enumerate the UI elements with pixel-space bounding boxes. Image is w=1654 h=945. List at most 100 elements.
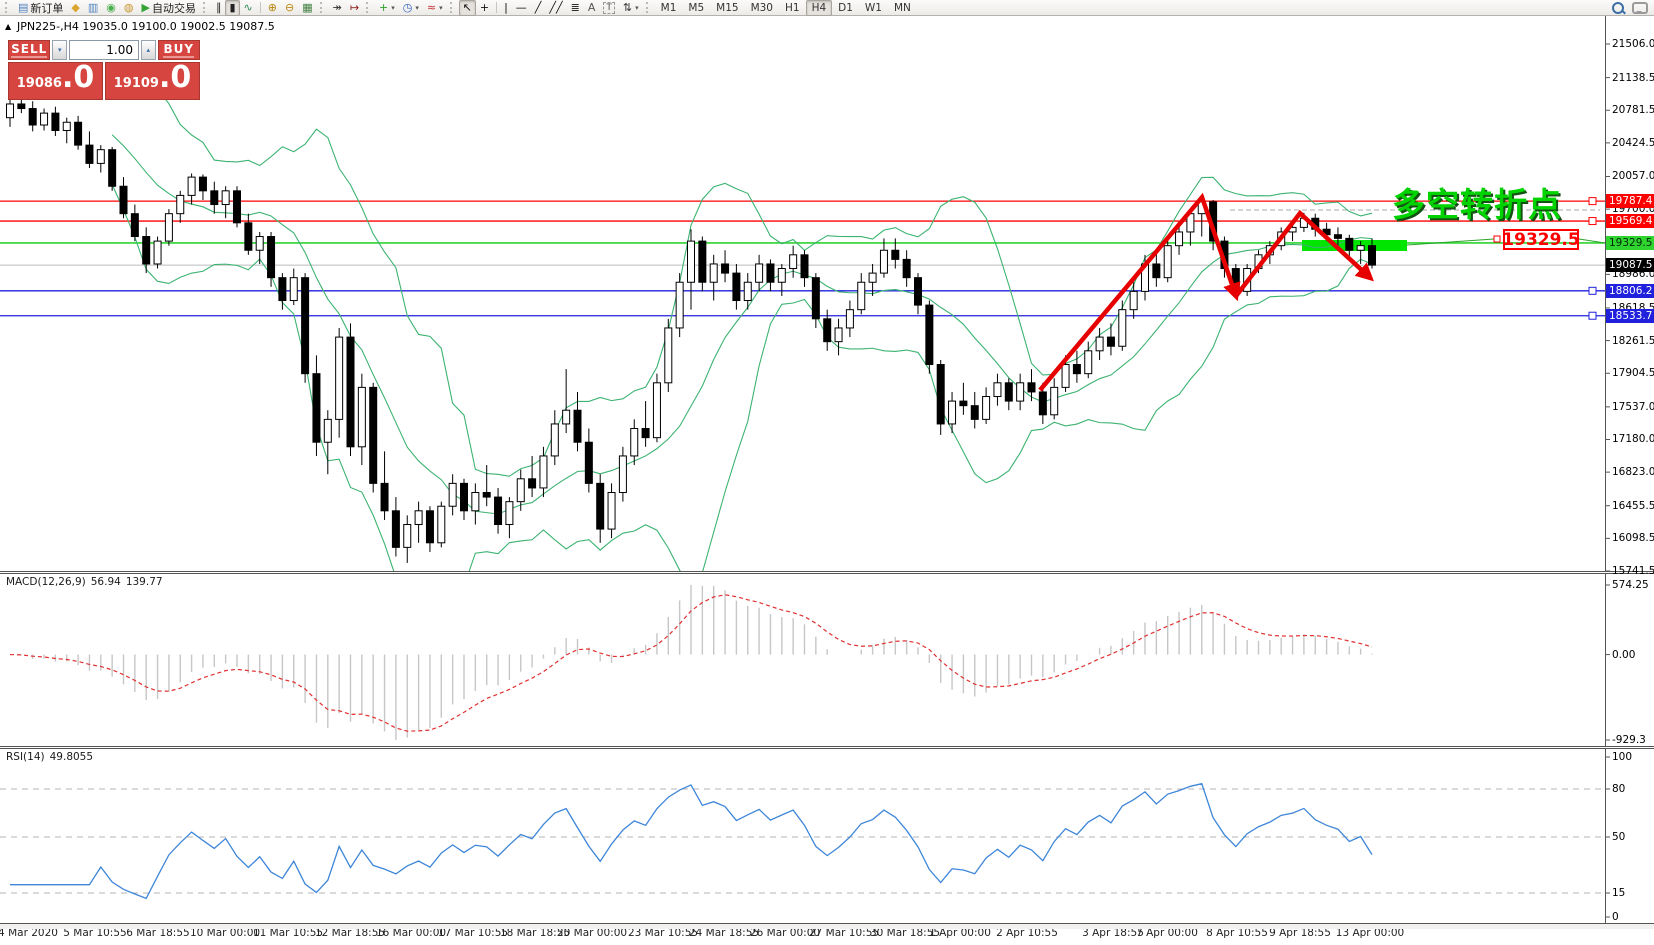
vertical-line-icon[interactable]: | (500, 0, 512, 16)
history-center-icon[interactable]: ◍ (120, 0, 138, 16)
timeframe-m30[interactable]: M30 (750, 1, 773, 14)
horizontal-line-icon[interactable]: — (512, 0, 531, 16)
volume-decrease-button[interactable]: ▾ (52, 40, 67, 60)
chart-canvas[interactable] (0, 16, 1654, 945)
line-chart-icon: ∿ (243, 1, 253, 14)
bar-chart-icon[interactable]: ∥ (212, 0, 226, 16)
trendline-icon: ╱ (534, 1, 542, 14)
toolbar-grip (202, 2, 209, 13)
equidistant-channel-icon[interactable]: ╱╱ (545, 0, 566, 16)
periods-icon[interactable]: ◷ ▾ (399, 0, 423, 16)
rsi-tick: 15 (1612, 887, 1626, 899)
volume-input[interactable] (69, 40, 139, 60)
timeframe-m1[interactable]: M1 (660, 1, 677, 14)
dropdown-arrow-icon: ▾ (415, 3, 419, 12)
dropdown-arrow-icon: ▾ (439, 3, 443, 12)
price-callout-box[interactable]: 19329.5 (1502, 229, 1580, 250)
sell-price[interactable]: 19086.0 (8, 62, 103, 100)
timeframe-mn[interactable]: MN (893, 1, 911, 14)
search-icon[interactable] (1608, 0, 1628, 16)
text-label-icon: T (603, 1, 615, 14)
pane-divider[interactable] (0, 746, 1654, 749)
time-tick: 12 Mar 18:55 (314, 927, 386, 939)
toolbar-grip (319, 2, 326, 13)
timeframe-h4[interactable]: H4 (805, 0, 833, 16)
price-tick: 21506.0 (1612, 38, 1654, 50)
price-tick: 20424.5 (1612, 136, 1654, 149)
price-tick: 20781.5 (1612, 104, 1654, 117)
time-tick: 26 Mar 00:00 (749, 927, 821, 939)
auto-scroll-icon[interactable]: ↠ (329, 0, 346, 16)
navigator-icon: ◉ (106, 1, 116, 14)
text-label-icon[interactable]: T (599, 0, 619, 16)
buy-price[interactable]: 19109.0 (105, 62, 200, 100)
new-chart-icon: + (379, 1, 389, 14)
price-tick: 17904.5 (1612, 367, 1654, 380)
arrows-icon[interactable]: ⇅ ▾ (619, 0, 643, 16)
price-tick: 21138.5 (1612, 71, 1654, 84)
timeframe-d1[interactable]: D1 (838, 1, 853, 14)
chart-shift-icon: ↦ (349, 1, 360, 14)
cursor-icon[interactable]: ↖ (458, 0, 476, 16)
candlestick-chart-icon[interactable]: ▮ (225, 0, 240, 16)
time-tick: 18 Mar 18:55 (499, 927, 571, 939)
rsi-tick: 0 (1612, 911, 1619, 923)
price-level-label: 19569.4 (1606, 214, 1654, 229)
timeframe-m15[interactable]: M15 (716, 1, 739, 14)
market-watch-icon[interactable]: ◆ (67, 0, 83, 16)
text-icon[interactable]: A (584, 0, 600, 16)
data-window-icon: ▥ (87, 1, 99, 14)
zoom-in-icon[interactable]: ⊕ (264, 0, 281, 16)
pane-divider[interactable] (0, 571, 1654, 574)
rsi-indicator-label: RSI(14) 49.8055 (6, 751, 94, 763)
volume-increase-button[interactable]: ▴ (141, 40, 156, 60)
timeframe-h1[interactable]: H1 (784, 1, 800, 14)
sell-button[interactable]: SELL (8, 40, 51, 60)
new-order-button[interactable]: ▤ 新订单 (18, 1, 64, 15)
macd-tick: 574.25 (1612, 579, 1649, 591)
trendline-icon[interactable]: ╱ (531, 0, 546, 16)
indicators-icon[interactable]: ≈ ▾ (423, 0, 447, 16)
navigator-icon[interactable]: ◉ (102, 0, 120, 16)
crosshair-icon[interactable]: + (476, 0, 493, 16)
cursor-icon: ↖ (462, 1, 472, 14)
time-tick: 30 Mar 18:55 (869, 927, 941, 939)
price-tick: 18261.5 (1612, 334, 1654, 347)
chart-window[interactable]: ▲ JPN225-,H4 19035.0 19100.0 19002.5 190… (0, 16, 1654, 945)
time-tick: 16 Mar 00:00 (375, 927, 447, 939)
market-watch-icon: ◆ (71, 1, 80, 14)
buy-button[interactable]: BUY (157, 40, 200, 60)
crosshair-icon: + (479, 1, 490, 14)
price-tick: 17180.0 (1612, 433, 1654, 446)
text-icon: A (587, 1, 596, 14)
time-tick: 8 Apr 10:55 (1206, 927, 1268, 939)
autotrading-button[interactable]: ▶ 自动交易 (141, 1, 196, 15)
chart-shift-icon[interactable]: ↦ (346, 0, 363, 16)
time-tick: 7 Apr 00:00 (1136, 927, 1198, 939)
fibonacci-icon[interactable]: ≣ (567, 0, 584, 16)
timeframe-m5[interactable]: M5 (688, 1, 705, 14)
collapse-icon[interactable]: ▲ (5, 22, 12, 31)
turning-point-annotation[interactable]: 多空转折点 (1392, 185, 1562, 224)
zoom-out-icon[interactable]: ⊖ (281, 0, 298, 16)
chat-icon[interactable] (1628, 0, 1652, 16)
fibonacci-icon: ≣ (570, 1, 580, 14)
dropdown-arrow-icon: ▾ (635, 3, 639, 12)
toolbar-separator (496, 2, 498, 13)
time-tick: 13 Apr 00:00 (1335, 927, 1405, 939)
price-tick: 17537.0 (1612, 400, 1654, 413)
timeframe-w1[interactable]: W1 (864, 1, 882, 14)
time-tick: 20 Mar 00:00 (556, 927, 628, 939)
tile-windows-icon: ▦ (302, 1, 313, 14)
data-window-icon[interactable]: ▥ (84, 0, 102, 16)
line-chart-icon[interactable]: ∿ (240, 0, 257, 16)
price-level-label: 19329.5 (1606, 235, 1654, 250)
time-tick: 4 Mar 2020 (0, 927, 58, 939)
new-chart-icon[interactable]: + ▾ (375, 0, 399, 16)
toolbar-grip (645, 2, 652, 13)
rsi-tick: 100 (1612, 751, 1633, 763)
candlestick-chart-icon: ▮ (229, 1, 236, 14)
tile-windows-icon[interactable]: ▦ (298, 0, 316, 16)
price-level-label: 18533.7 (1606, 308, 1654, 323)
arrows-icon: ⇅ (622, 1, 633, 14)
